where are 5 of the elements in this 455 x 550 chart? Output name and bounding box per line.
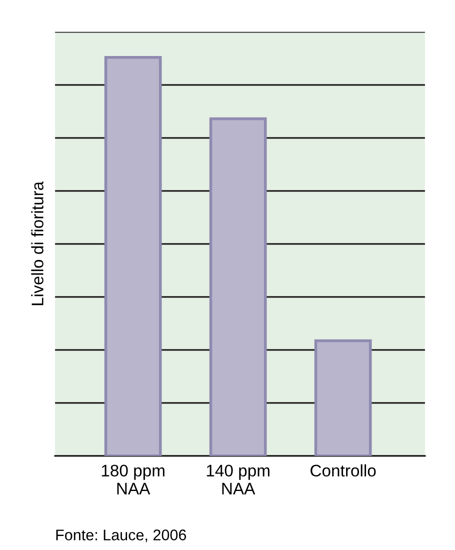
y-axis-title: Livello di fioritura <box>31 181 44 306</box>
source-note: Fonte: Lauce, 2006 <box>56 530 186 542</box>
x-tick-label: 140 ppm NAA <box>206 464 270 494</box>
x-tick-label: Controllo <box>310 464 376 477</box>
x-tick-label: 180 ppm NAA <box>102 464 164 494</box>
